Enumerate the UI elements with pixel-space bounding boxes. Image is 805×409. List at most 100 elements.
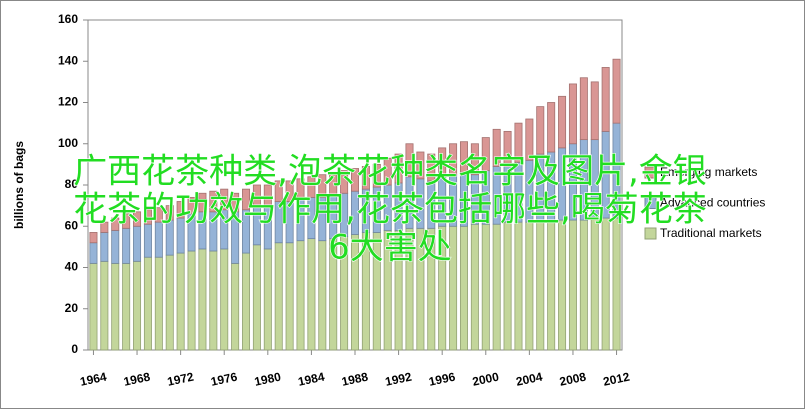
y-axis-label: billions of bags bbox=[12, 141, 26, 229]
bar bbox=[220, 248, 229, 351]
bar bbox=[231, 192, 240, 213]
bar bbox=[558, 219, 567, 351]
bar bbox=[165, 254, 174, 351]
bar bbox=[579, 219, 588, 351]
bar bbox=[187, 250, 196, 351]
y-tick-label: 140 bbox=[58, 53, 78, 67]
bar bbox=[274, 180, 283, 202]
bar bbox=[470, 223, 479, 351]
bar bbox=[263, 184, 272, 207]
bar bbox=[459, 141, 468, 176]
bar bbox=[252, 244, 261, 351]
bar bbox=[296, 240, 305, 351]
bar bbox=[285, 180, 294, 202]
y-tick-label: 40 bbox=[65, 260, 79, 274]
x-tick-label: 1968 bbox=[122, 370, 151, 389]
bar bbox=[318, 240, 327, 351]
bar bbox=[307, 176, 316, 198]
bar bbox=[154, 207, 163, 223]
legend-label: Emerging markets bbox=[660, 165, 757, 179]
bar bbox=[329, 172, 338, 196]
bar bbox=[209, 190, 218, 213]
x-tick-label: 1980 bbox=[253, 370, 282, 389]
bar bbox=[242, 252, 251, 351]
overlay-text: 花茶的功效与作用,花茶包括哪些,喝菊花茶 bbox=[73, 190, 707, 230]
legend-swatch bbox=[644, 227, 657, 240]
bar bbox=[89, 232, 98, 244]
bar bbox=[568, 83, 577, 145]
bar bbox=[536, 106, 545, 155]
bar bbox=[176, 201, 185, 219]
bar bbox=[89, 262, 98, 351]
bar bbox=[231, 262, 240, 351]
bar bbox=[470, 143, 479, 176]
bar bbox=[503, 130, 512, 167]
y-tick-label: 20 bbox=[65, 301, 79, 315]
bar bbox=[514, 122, 523, 163]
bar bbox=[100, 232, 109, 262]
bar bbox=[372, 163, 381, 188]
bar bbox=[133, 260, 142, 351]
bar bbox=[198, 248, 207, 351]
bar bbox=[122, 227, 131, 264]
bar bbox=[143, 209, 152, 225]
bar bbox=[601, 67, 610, 132]
bar bbox=[394, 153, 403, 184]
bar bbox=[558, 95, 567, 149]
bar bbox=[481, 137, 490, 171]
bar bbox=[133, 211, 142, 227]
bar bbox=[198, 192, 207, 213]
bar bbox=[416, 151, 425, 180]
bar bbox=[481, 223, 490, 351]
bar bbox=[296, 178, 305, 200]
bar bbox=[547, 219, 556, 351]
x-tick-label: 1964 bbox=[79, 370, 108, 389]
y-tick-label: 120 bbox=[58, 95, 78, 109]
overlay-text: 广西花茶种类,泡茶花种类名字及图片,金银 bbox=[73, 152, 707, 192]
x-tick-label: 1992 bbox=[384, 370, 413, 389]
bar bbox=[89, 242, 98, 264]
legend-swatch bbox=[644, 197, 657, 209]
bar bbox=[122, 262, 131, 351]
x-tick-label: 2008 bbox=[558, 370, 587, 389]
bar bbox=[143, 256, 152, 351]
bar bbox=[165, 205, 174, 221]
y-tick-label: 80 bbox=[65, 177, 79, 191]
bar bbox=[590, 217, 599, 351]
bar bbox=[579, 77, 588, 141]
bar bbox=[427, 153, 436, 182]
bar bbox=[568, 219, 577, 351]
bar bbox=[111, 229, 120, 264]
x-tick-label: 2000 bbox=[471, 370, 500, 389]
x-tick-label: 2004 bbox=[515, 370, 544, 389]
bar bbox=[503, 221, 512, 351]
bar bbox=[612, 217, 621, 351]
bar bbox=[459, 225, 468, 351]
bar bbox=[100, 260, 109, 351]
bar bbox=[590, 81, 599, 141]
bar bbox=[318, 174, 327, 198]
bar bbox=[220, 188, 229, 211]
bar bbox=[154, 256, 163, 351]
bar bbox=[274, 242, 283, 351]
y-tick-label: 0 bbox=[71, 342, 78, 356]
bar bbox=[176, 252, 185, 351]
bar bbox=[525, 221, 534, 351]
bar bbox=[122, 213, 131, 229]
y-tick-label: 160 bbox=[58, 12, 78, 26]
bar bbox=[307, 238, 316, 351]
bar bbox=[340, 170, 349, 194]
bar bbox=[285, 242, 294, 351]
bar bbox=[187, 196, 196, 215]
overlay-text: 6大害处 bbox=[328, 228, 452, 268]
bar bbox=[514, 221, 523, 351]
bar bbox=[263, 248, 272, 351]
bar bbox=[525, 118, 534, 161]
bar bbox=[449, 143, 458, 176]
bar bbox=[100, 221, 109, 233]
legend-label: Advanced countries bbox=[660, 196, 765, 210]
bar bbox=[492, 128, 501, 167]
y-tick-label: 100 bbox=[58, 136, 78, 150]
x-tick-label: 1988 bbox=[340, 370, 369, 389]
